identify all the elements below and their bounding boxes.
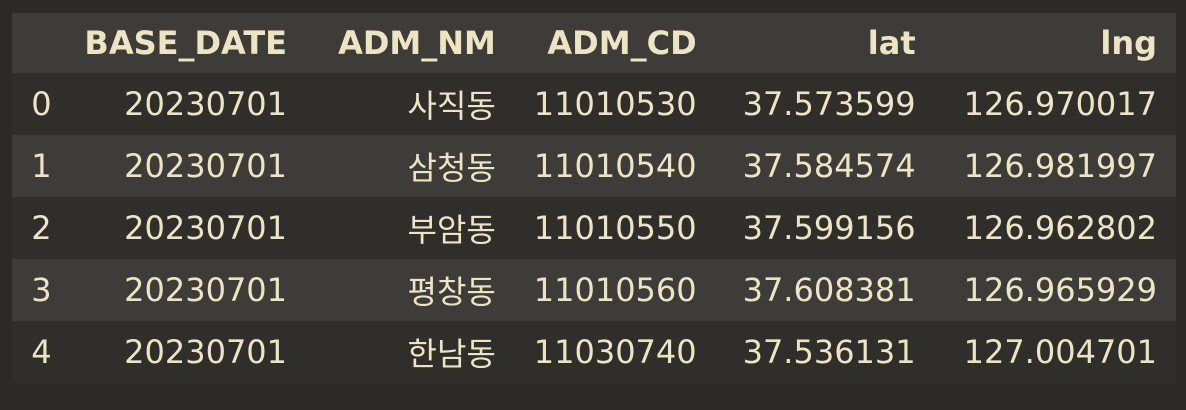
dataframe-table: BASE_DATE ADM_NM ADM_CD lat lng 0 202307… — [12, 13, 1176, 383]
table-row: 4 20230701 한남동 11030740 37.536131 127.00… — [12, 321, 1176, 383]
cell-adm-cd: 11010540 — [533, 147, 697, 185]
cell-adm-nm: 사직동 — [407, 87, 496, 125]
cell-adm-nm: 삼청동 — [407, 149, 496, 187]
row-index: 0 — [31, 85, 52, 123]
cell-base-date: 20230701 — [124, 85, 288, 123]
cell-lng: 126.962802 — [963, 209, 1157, 247]
cell-base-date: 20230701 — [124, 209, 288, 247]
table-header-row: BASE_DATE ADM_NM ADM_CD lat lng — [12, 13, 1176, 73]
cell-adm-cd: 11010560 — [533, 271, 697, 309]
row-index: 1 — [31, 147, 52, 185]
column-header-lat: lat — [867, 24, 916, 62]
table-row: 1 20230701 삼청동 11010540 37.584574 126.98… — [12, 135, 1176, 197]
cell-lat: 37.584574 — [742, 147, 916, 185]
cell-lng: 127.004701 — [963, 333, 1157, 371]
table-row: 0 20230701 사직동 11010530 37.573599 126.97… — [12, 73, 1176, 135]
column-header-adm-cd: ADM_CD — [547, 24, 697, 62]
cell-lat: 37.599156 — [742, 209, 916, 247]
table-row: 3 20230701 평창동 11010560 37.608381 126.96… — [12, 259, 1176, 321]
cell-adm-nm: 평창동 — [407, 273, 496, 311]
column-header-lng: lng — [1100, 24, 1157, 62]
cell-adm-nm: 한남동 — [407, 335, 496, 373]
row-index: 4 — [31, 333, 52, 371]
cell-lng: 126.981997 — [963, 147, 1157, 185]
column-header-base-date: BASE_DATE — [84, 24, 288, 62]
cell-lng: 126.970017 — [963, 85, 1157, 123]
column-header-adm-nm: ADM_NM — [338, 24, 496, 62]
row-index: 3 — [31, 271, 52, 309]
cell-lng: 126.965929 — [963, 271, 1157, 309]
cell-adm-cd: 11010550 — [533, 209, 697, 247]
row-index: 2 — [31, 209, 52, 247]
cell-base-date: 20230701 — [124, 333, 288, 371]
cell-adm-cd: 11030740 — [533, 333, 697, 371]
cell-lat: 37.573599 — [742, 85, 916, 123]
cell-adm-nm: 부암동 — [407, 211, 496, 249]
cell-base-date: 20230701 — [124, 147, 288, 185]
table-row: 2 20230701 부암동 11010550 37.599156 126.96… — [12, 197, 1176, 259]
cell-adm-cd: 11010530 — [533, 85, 697, 123]
cell-lat: 37.608381 — [742, 271, 916, 309]
cell-base-date: 20230701 — [124, 271, 288, 309]
cell-lat: 37.536131 — [742, 333, 916, 371]
index-header — [12, 13, 71, 73]
